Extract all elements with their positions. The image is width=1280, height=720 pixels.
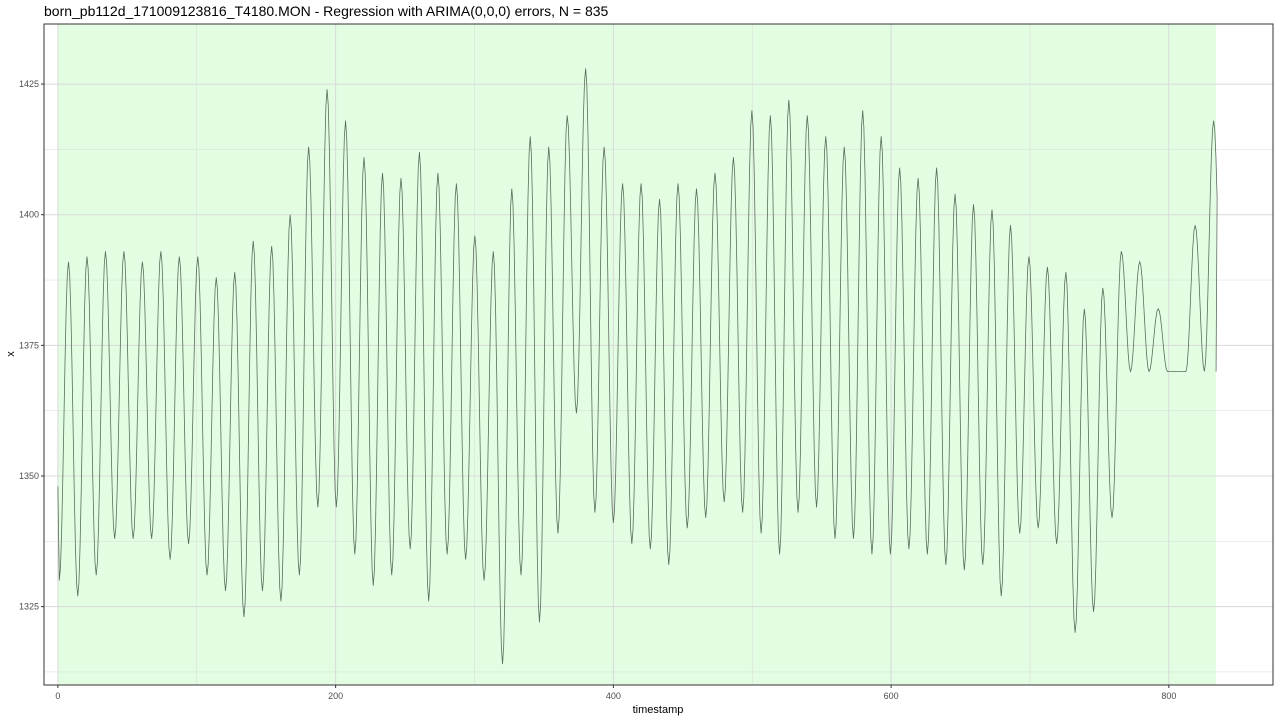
- y-tick-label: 1425: [19, 79, 39, 89]
- x-tick-label: 400: [606, 691, 621, 701]
- series-line: [57, 68, 1218, 665]
- ticks: 0 200 400 600 800 1325 1350 1375 1400 1425: [19, 79, 1176, 701]
- y-tick-label: 1350: [19, 471, 39, 481]
- x-tick-label: 0: [55, 691, 60, 701]
- series-layer: [57, 68, 1218, 665]
- y-tick-label: 1375: [19, 340, 39, 350]
- y-tick-label: 1325: [19, 602, 39, 612]
- x-tick-label: 200: [328, 691, 343, 701]
- x-axis-title: timestamp: [633, 704, 684, 716]
- panel-border: [43, 23, 1274, 686]
- y-tick-label: 1400: [19, 210, 39, 220]
- y-axis-title: x: [5, 351, 17, 357]
- x-tick-label: 800: [1161, 691, 1176, 701]
- chart-title: born_pb112d_171009123816_T4180.MON - Reg…: [44, 3, 609, 19]
- x-tick-label: 600: [884, 691, 899, 701]
